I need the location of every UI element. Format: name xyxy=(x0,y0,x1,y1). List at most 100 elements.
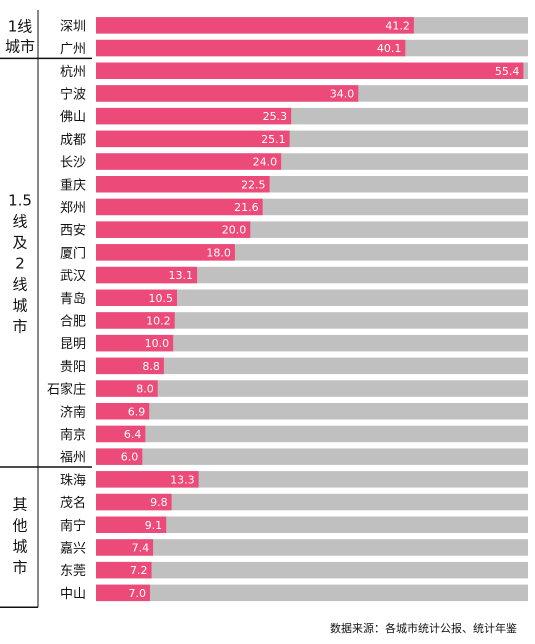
value-label: 22.5 xyxy=(241,178,266,191)
value-label: 6.9 xyxy=(128,405,146,418)
group-label-line: 1.5 xyxy=(8,192,32,210)
value-label: 18.0 xyxy=(206,246,231,259)
bar-track xyxy=(96,380,528,397)
city-label: 武汉 xyxy=(60,269,86,284)
group-label-line: 2 xyxy=(15,255,25,273)
group-label-line: 市 xyxy=(12,318,27,336)
city-label: 广州 xyxy=(60,42,86,57)
bar xyxy=(96,584,150,602)
bar-track xyxy=(96,403,528,420)
city-label: 昆明 xyxy=(60,337,86,352)
bar xyxy=(96,244,235,261)
city-label: 东莞 xyxy=(60,564,86,579)
group-label-line: 城 xyxy=(12,297,27,315)
bar xyxy=(96,153,282,170)
bar xyxy=(96,448,143,465)
city-label: 南宁 xyxy=(60,518,86,534)
value-label: 9.8 xyxy=(150,496,168,509)
city-label: 济南 xyxy=(60,404,86,420)
bar xyxy=(96,221,251,238)
data-source-note: 数据来源：各城市统计公报、统计年鉴 xyxy=(330,622,517,635)
city-label: 深圳 xyxy=(60,19,86,34)
bar xyxy=(96,357,164,375)
city-label: 合肥 xyxy=(60,314,86,329)
bar xyxy=(96,380,158,397)
value-label: 55.4 xyxy=(495,65,520,78)
bar-track xyxy=(96,266,528,284)
value-label: 41.2 xyxy=(385,19,410,32)
bar xyxy=(96,334,174,352)
city-label: 西安 xyxy=(60,224,86,239)
bar-track xyxy=(96,289,528,306)
group-label-line: 及 xyxy=(12,234,27,252)
bar xyxy=(96,516,167,533)
value-label: 10.2 xyxy=(146,314,171,327)
city-label: 佛山 xyxy=(60,110,86,125)
bar xyxy=(96,561,152,579)
value-label: 25.3 xyxy=(263,110,288,123)
city-label: 茂名 xyxy=(60,495,86,511)
value-label: 25.1 xyxy=(261,133,286,146)
bar xyxy=(96,266,198,284)
bar xyxy=(96,107,292,125)
bar-track xyxy=(96,584,528,602)
value-label: 13.1 xyxy=(169,269,194,282)
group-label-line: 城市 xyxy=(5,38,35,56)
bar xyxy=(96,130,290,148)
group-label-line: 城 xyxy=(12,538,27,556)
bar-track xyxy=(96,516,528,533)
value-label: 7.2 xyxy=(130,564,148,577)
city-label: 福州 xyxy=(60,451,86,466)
city-label: 青岛 xyxy=(60,291,86,307)
bar-track xyxy=(96,471,528,488)
bar-track xyxy=(96,425,528,443)
value-label: 8.8 xyxy=(142,360,160,373)
bar-track xyxy=(96,357,528,375)
value-label: 10.0 xyxy=(145,337,170,350)
city-label: 中山 xyxy=(60,587,86,602)
bar xyxy=(96,85,359,102)
bar-track xyxy=(96,448,528,465)
value-label: 7.4 xyxy=(132,541,150,554)
city-label: 杭州 xyxy=(60,65,86,80)
value-label: 34.0 xyxy=(330,87,355,100)
value-label: 6.0 xyxy=(121,451,139,464)
bar xyxy=(96,539,154,556)
city-label: 珠海 xyxy=(60,473,86,488)
bar xyxy=(96,17,414,34)
value-label: 21.6 xyxy=(234,201,259,214)
value-label: 6.4 xyxy=(124,428,142,441)
city-label: 长沙 xyxy=(60,156,86,171)
bar xyxy=(96,471,199,488)
bar-track xyxy=(96,493,528,511)
value-label: 20.0 xyxy=(222,224,247,237)
bar xyxy=(96,425,146,443)
city-label: 成都 xyxy=(60,133,86,148)
bar xyxy=(96,403,150,420)
bar-track xyxy=(96,312,528,329)
group-label-line: 线 xyxy=(12,276,27,294)
value-label: 7.0 xyxy=(129,587,147,600)
city-label: 石家庄 xyxy=(47,382,86,398)
city-label: 郑州 xyxy=(60,201,86,216)
bar xyxy=(96,312,175,329)
city-label: 厦门 xyxy=(60,246,86,261)
value-label: 9.1 xyxy=(145,519,163,532)
city-label: 嘉兴 xyxy=(60,541,86,556)
value-label: 13.3 xyxy=(170,473,195,486)
bar xyxy=(96,176,270,193)
city-label: 宁波 xyxy=(60,86,86,102)
bar xyxy=(96,62,524,79)
city-label: 南京 xyxy=(60,427,86,443)
group-label-line: 市 xyxy=(12,559,27,577)
value-label: 8.0 xyxy=(136,383,154,396)
bar xyxy=(96,39,406,57)
city-label: 贵阳 xyxy=(60,360,86,375)
value-label: 24.0 xyxy=(253,156,278,169)
value-label: 40.1 xyxy=(377,42,402,55)
group-label-line: 线 xyxy=(12,213,27,231)
group-label-line: 其 xyxy=(12,496,27,514)
bar-track xyxy=(96,539,528,556)
bar xyxy=(96,289,177,306)
